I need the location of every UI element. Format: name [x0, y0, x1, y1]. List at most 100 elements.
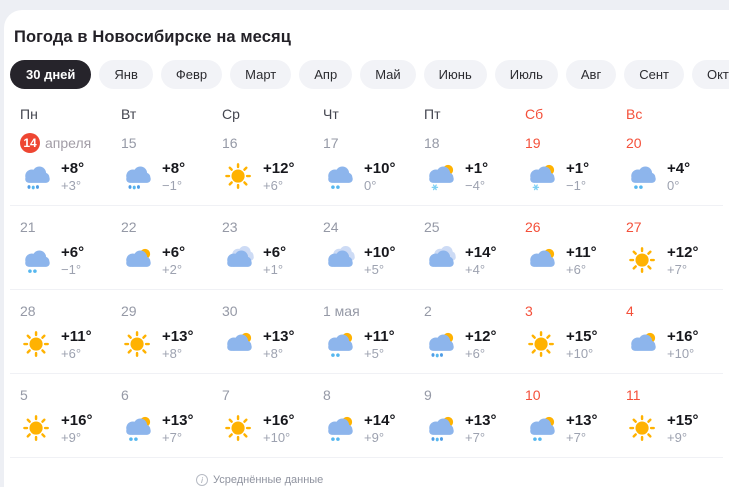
night-temperature: −1°	[61, 262, 82, 277]
cloud-rain2-icon	[323, 161, 357, 193]
day-temperature: +12°	[263, 160, 295, 177]
cloud-rain3-icon	[20, 161, 54, 193]
day-temperature: +1°	[465, 160, 489, 177]
sun-icon	[20, 329, 54, 361]
night-temperature: +9°	[667, 430, 688, 445]
day-temperature: +8°	[61, 160, 85, 177]
night-temperature: +7°	[566, 430, 587, 445]
month-label: апреля	[45, 134, 92, 151]
day-cell: 16 +12° +6°	[222, 132, 323, 205]
cloud-sun-rain2-icon	[323, 413, 357, 445]
date-label: 6	[121, 386, 129, 403]
night-temperature: +9°	[61, 430, 82, 445]
date-label: 19	[525, 134, 541, 151]
cloud-sun-icon	[525, 245, 559, 277]
day-cell: 25 +14° +4°	[424, 216, 525, 289]
tab-май[interactable]: Май	[360, 60, 416, 89]
day-temperature: +12°	[667, 244, 699, 261]
day-temperature: +14°	[364, 412, 396, 429]
day-cell: 8 +14° +9°	[323, 384, 424, 457]
cloud-sun-rain2-icon	[525, 413, 559, 445]
tab-авг[interactable]: Авг	[565, 60, 617, 89]
day-cell: 17 +10° 0°	[323, 132, 424, 205]
cloud-sun-icon	[222, 329, 256, 361]
tab-февр[interactable]: Февр	[160, 60, 223, 89]
night-temperature: 0°	[364, 178, 377, 193]
date-label: 11	[626, 386, 641, 403]
cloudy-icon	[323, 245, 357, 277]
night-temperature: +8°	[162, 346, 183, 361]
tab-сент[interactable]: Сент	[624, 60, 684, 89]
night-temperature: +7°	[667, 262, 688, 277]
night-temperature: +10°	[667, 346, 695, 361]
date-label: 2	[424, 302, 432, 319]
day-cell: 30 +13° +8°	[222, 300, 323, 373]
cloud-sun-rain3-icon	[424, 413, 458, 445]
cloudy-icon	[424, 245, 458, 277]
tab-30-days[interactable]: 30 дней	[10, 60, 92, 89]
date-label: 23	[222, 218, 238, 235]
day-cell: 5 +16° +9°	[20, 384, 121, 457]
tab-июль[interactable]: Июль	[494, 60, 558, 89]
cloud-sun-icon	[626, 329, 660, 361]
cloud-sun-rain2-icon	[121, 413, 155, 445]
weekday-label: Чт	[323, 106, 339, 122]
day-cell: 20 +4° 0°	[626, 132, 727, 205]
day-cell: 2 +12° +6°	[424, 300, 525, 373]
day-temperature: +14°	[465, 244, 497, 261]
day-cell: 23 +6° +1°	[222, 216, 323, 289]
night-temperature: +6°	[263, 178, 284, 193]
week-row: 14 апреля +8° +3° 15 +8° −1° 16 +12° +6° 17 +10° 0° 1…	[10, 122, 723, 206]
date-label: 26	[525, 218, 541, 235]
weather-card: Погода в Новосибирске на месяц 30 дней Ян…	[4, 10, 729, 487]
day-cell: 19 +1° −1°	[525, 132, 626, 205]
day-cell: 22 +6° +2°	[121, 216, 222, 289]
date-label: 8	[323, 386, 331, 403]
day-temperature: +15°	[566, 328, 598, 345]
night-temperature: −1°	[162, 178, 183, 193]
date-label: 24	[323, 218, 339, 235]
sun-icon	[626, 245, 660, 277]
night-temperature: 0°	[667, 178, 680, 193]
tab-янв[interactable]: Янв	[99, 60, 153, 89]
day-temperature: +11°	[364, 328, 395, 345]
day-temperature: +11°	[566, 244, 597, 261]
cloud-rain2-icon	[20, 245, 54, 277]
day-temperature: +15°	[667, 412, 699, 429]
page-title: Погода в Новосибирске на месяц	[14, 28, 291, 46]
tab-окт[interactable]: Окт	[691, 60, 729, 89]
cloud-sun-rain3-icon	[424, 329, 458, 361]
day-temperature: +10°	[364, 244, 396, 261]
day-cell: 29 +13° +8°	[121, 300, 222, 373]
date-label: 20	[626, 134, 642, 151]
day-cell: 1 мая +11° +5°	[323, 300, 424, 373]
date-label: 30	[222, 302, 238, 319]
info-icon: i	[196, 474, 208, 486]
day-cell: 14 апреля +8° +3°	[20, 132, 121, 205]
day-temperature: +1°	[566, 160, 590, 177]
sun-icon	[222, 413, 256, 445]
tab-июнь[interactable]: Июнь	[423, 60, 487, 89]
day-cell: 24 +10° +5°	[323, 216, 424, 289]
tab-март[interactable]: Март	[230, 60, 292, 89]
calendar-grid: 14 апреля +8° +3° 15 +8° −1° 16 +12° +6° 17 +10° 0° 1…	[4, 122, 729, 458]
date-label: 15	[121, 134, 137, 151]
date-label: 22	[121, 218, 137, 235]
weekday-label: Ср	[222, 106, 240, 122]
night-temperature: +10°	[566, 346, 594, 361]
footer-note-text: Усреднённые данные	[213, 474, 324, 486]
day-cell: 28 +11° +6°	[20, 300, 121, 373]
weekday-label: Вт	[121, 106, 137, 122]
week-row: 5 +16° +9° 6 +13° +7° 7 +16° +10° 8 +14° +9° 9 +13° +7…	[10, 374, 723, 458]
date-today: 14 апреля	[20, 132, 121, 153]
day-cell: 4 +16° +10°	[626, 300, 727, 373]
date-label: 4	[626, 302, 634, 319]
weekday-label: Вс	[626, 106, 643, 122]
day-cell: 6 +13° +7°	[121, 384, 222, 457]
tab-апр[interactable]: Апр	[299, 60, 353, 89]
day-cell: 11 +15° +9°	[626, 384, 727, 457]
night-temperature: +7°	[465, 430, 486, 445]
day-temperature: +8°	[162, 160, 186, 177]
date-label: 17	[323, 134, 339, 151]
date-label: 27	[626, 218, 642, 235]
